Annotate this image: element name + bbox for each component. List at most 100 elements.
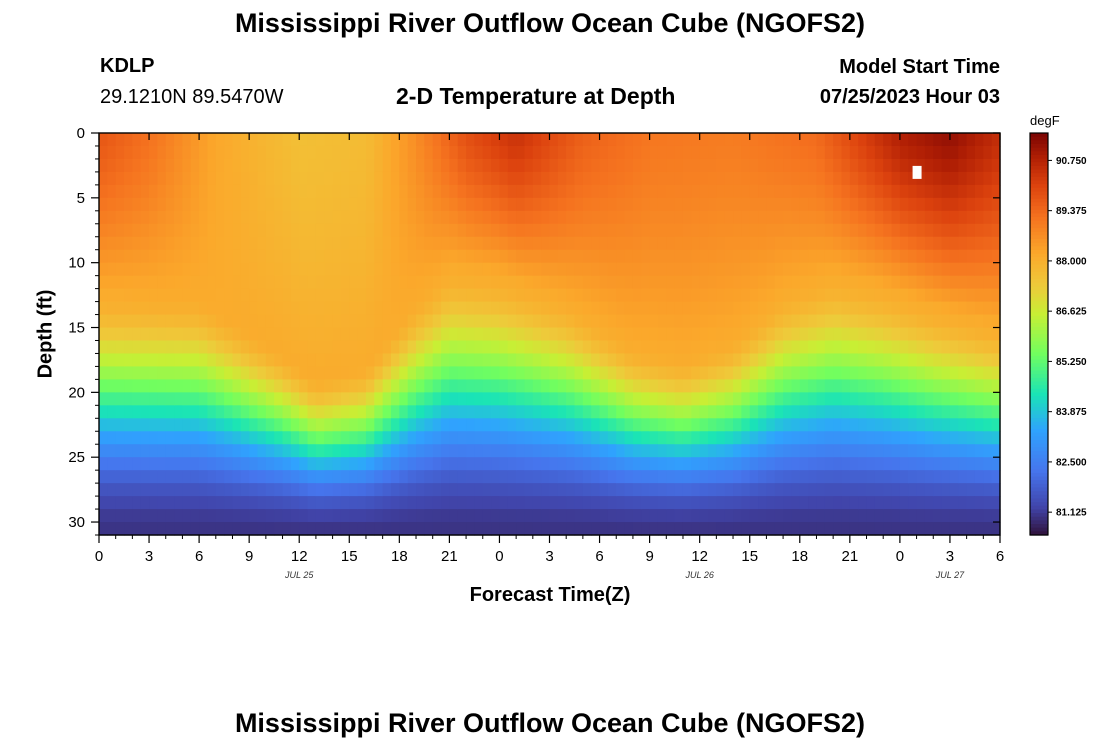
heatmap-cell: [624, 353, 634, 368]
heatmap-cell: [507, 236, 517, 251]
heatmap-cell: [641, 366, 651, 380]
heatmap-cell: [849, 340, 859, 355]
heatmap-cell: [574, 262, 584, 277]
heatmap-cell: [182, 145, 192, 160]
heatmap-cell: [432, 522, 442, 536]
heatmap-cell: [174, 223, 184, 238]
heatmap-cell: [224, 522, 234, 536]
colorbar-swatch: [1030, 228, 1048, 233]
heatmap-cell: [541, 210, 551, 225]
heatmap-cell: [724, 158, 734, 173]
heatmap-cell: [174, 133, 184, 147]
heatmap-cell: [424, 158, 434, 173]
heatmap-cell: [974, 133, 984, 147]
heatmap-cell: [657, 353, 667, 368]
heatmap-cell: [607, 262, 617, 277]
heatmap-cell: [165, 444, 175, 458]
heatmap-cell: [157, 418, 167, 432]
heatmap-cell: [290, 340, 300, 355]
heatmap-cell: [699, 496, 709, 510]
heatmap-cell: [924, 444, 934, 458]
heatmap-cell: [274, 327, 284, 342]
heatmap-cell: [966, 314, 976, 329]
heatmap-cell: [307, 301, 317, 316]
heatmap-cell: [733, 262, 742, 277]
heatmap-cell: [991, 171, 1001, 186]
heatmap-cell: [432, 340, 442, 355]
heatmap-cell: [649, 223, 659, 238]
heatmap-cell: [916, 158, 926, 173]
heatmap-cell: [916, 249, 926, 264]
colorbar-swatch: [1030, 275, 1048, 280]
heatmap-cell: [99, 236, 108, 251]
heatmap-cell: [174, 366, 184, 380]
heatmap-cell: [491, 133, 501, 147]
heatmap-cell: [257, 197, 267, 212]
heatmap-cell: [691, 249, 701, 264]
heatmap-cell: [165, 405, 175, 419]
heatmap-cell: [657, 340, 667, 355]
heatmap-cell: [783, 249, 793, 264]
heatmap-cell: [374, 392, 384, 406]
heatmap-cell: [974, 353, 984, 368]
heatmap-cell: [791, 457, 801, 471]
heatmap-cell: [199, 392, 209, 406]
heatmap-cell: [457, 145, 467, 160]
heatmap-cell: [524, 133, 534, 147]
heatmap-cell: [674, 366, 684, 380]
heatmap-cell: [632, 418, 642, 432]
heatmap-cell: [874, 249, 884, 264]
heatmap-cell: [457, 288, 467, 303]
heatmap-cell: [107, 457, 117, 471]
heatmap-cell: [307, 210, 317, 225]
colorbar-swatch: [1030, 381, 1048, 386]
heatmap-cell: [407, 483, 417, 497]
heatmap-cell: [482, 392, 492, 406]
heatmap-cell: [808, 522, 818, 536]
heatmap-cell: [357, 379, 367, 393]
heatmap-cell: [616, 223, 626, 238]
heatmap-cell: [207, 171, 217, 186]
heatmap-cell: [157, 197, 167, 212]
heatmap-cell: [674, 288, 684, 303]
heatmap-cell: [699, 133, 709, 147]
heatmap-cell: [499, 184, 509, 199]
heatmap-cell: [124, 353, 133, 368]
heatmap-cell: [432, 327, 442, 342]
colorbar-swatch: [1030, 461, 1048, 467]
heatmap-cell: [741, 522, 751, 536]
heatmap-cell: [190, 314, 200, 329]
heatmap-cell: [349, 210, 359, 225]
heatmap-cell: [524, 431, 534, 445]
heatmap-cell: [641, 184, 651, 199]
heatmap-cell: [224, 158, 234, 173]
heatmap-cell: [924, 158, 934, 173]
heatmap-cell: [249, 379, 259, 393]
heatmap-cell: [315, 262, 325, 277]
colorbar-swatch: [1030, 217, 1048, 222]
heatmap-cell: [174, 496, 184, 510]
heatmap-cell: [874, 145, 884, 160]
heatmap-cell: [407, 262, 417, 277]
heatmap-cell: [457, 379, 467, 393]
heatmap-cell: [365, 366, 375, 380]
heatmap-cell: [224, 444, 234, 458]
heatmap-cell: [274, 418, 284, 432]
heatmap-cell: [799, 327, 809, 342]
colorbar-swatch: [1030, 344, 1048, 350]
heatmap-cell: [99, 457, 108, 471]
heatmap-cell: [582, 197, 592, 212]
heatmap-cell: [632, 496, 642, 510]
heatmap-cell: [174, 327, 184, 342]
heatmap-cell: [299, 405, 309, 419]
heatmap-cell: [808, 340, 818, 355]
heatmap-cell: [833, 262, 843, 277]
heatmap-cell: [682, 418, 692, 432]
heatmap-cell: [733, 392, 742, 406]
heatmap-cell: [182, 171, 192, 186]
heatmap-cell: [365, 223, 375, 238]
heatmap-cell: [674, 457, 684, 471]
heatmap-cell: [799, 470, 809, 484]
heatmap-cell: [557, 444, 567, 458]
heatmap-cell: [499, 133, 509, 147]
